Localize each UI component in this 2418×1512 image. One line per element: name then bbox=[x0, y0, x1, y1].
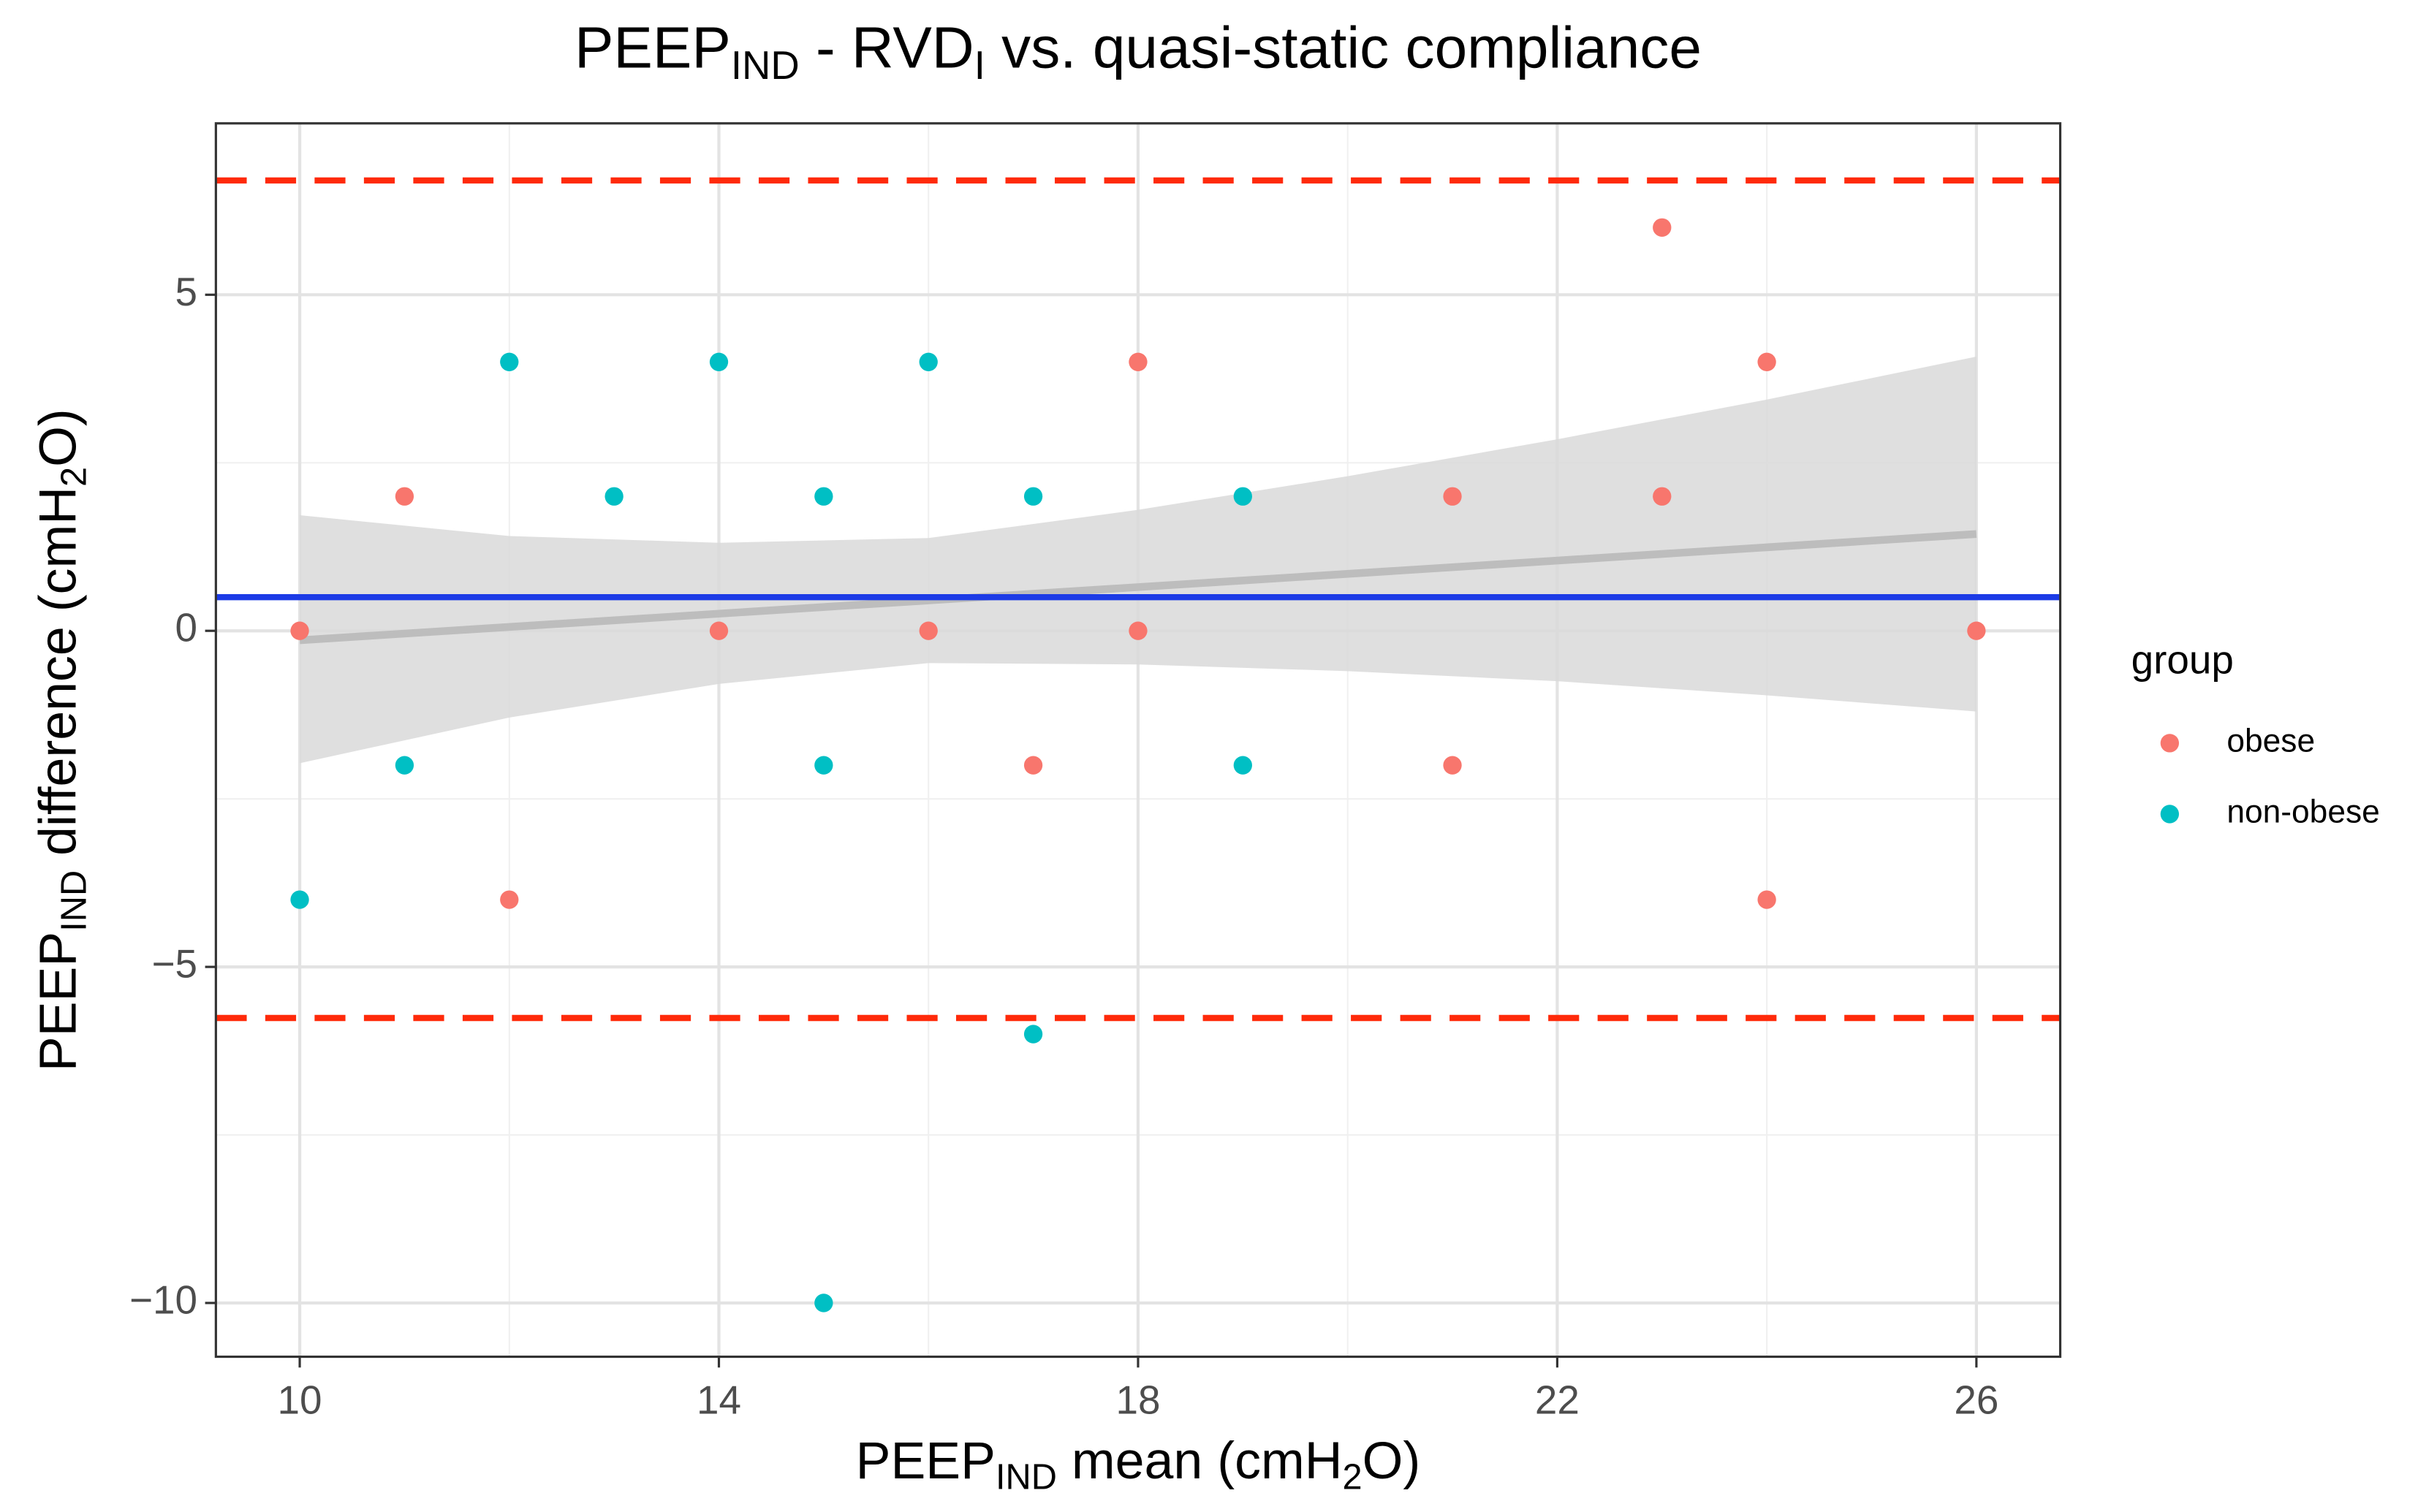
point bbox=[919, 352, 938, 371]
point bbox=[395, 487, 414, 506]
text-part: PEEP bbox=[575, 15, 731, 80]
confidence-band bbox=[300, 356, 1977, 764]
x-tick-label: 26 bbox=[1954, 1377, 1998, 1422]
subscript: IND bbox=[996, 1457, 1057, 1497]
point bbox=[814, 487, 833, 506]
point bbox=[1653, 487, 1672, 506]
legend-label: non-obese bbox=[2226, 794, 2379, 830]
point bbox=[1757, 890, 1776, 909]
fit-line bbox=[299, 530, 1977, 645]
point bbox=[814, 1293, 833, 1312]
point bbox=[1023, 1025, 1043, 1044]
y-axis-label: PEEPIND difference (cmH2O) bbox=[29, 409, 94, 1071]
text-part: vs. quasi-static compliance bbox=[985, 15, 1702, 80]
text-part: PEEP bbox=[29, 932, 87, 1071]
x-tick-label: 10 bbox=[278, 1377, 322, 1422]
point bbox=[1443, 756, 1462, 775]
point bbox=[1129, 352, 1148, 371]
point bbox=[1023, 487, 1043, 506]
point bbox=[1233, 487, 1252, 506]
point bbox=[709, 621, 729, 640]
point bbox=[1757, 352, 1776, 371]
y-tick-label: −10 bbox=[129, 1277, 197, 1322]
chart-title: PEEPIND - RVDI vs. quasi-static complian… bbox=[575, 15, 1702, 88]
subscript: I bbox=[974, 44, 985, 88]
text-part: O) bbox=[1363, 1432, 1421, 1490]
point bbox=[1967, 621, 1986, 640]
x-tick-label: 18 bbox=[1115, 1377, 1160, 1422]
text-part: O) bbox=[29, 409, 87, 467]
text-part: difference (cmH bbox=[29, 487, 87, 870]
legend-label: obese bbox=[2226, 723, 2315, 759]
point bbox=[814, 756, 833, 775]
legend-swatch bbox=[2160, 805, 2179, 824]
y-tick-label: −5 bbox=[152, 941, 198, 987]
point bbox=[395, 756, 414, 775]
x-tick-label: 14 bbox=[697, 1377, 741, 1422]
point bbox=[1443, 487, 1462, 506]
legend-title: group bbox=[2131, 637, 2234, 683]
point bbox=[1023, 756, 1043, 775]
subscript: IND bbox=[731, 44, 800, 88]
point bbox=[290, 890, 309, 909]
subscript: 2 bbox=[54, 467, 94, 487]
subscript: 2 bbox=[1342, 1457, 1362, 1497]
x-axis-label: PEEPIND mean (cmH2O) bbox=[856, 1432, 1421, 1497]
point bbox=[1653, 218, 1672, 238]
point bbox=[1129, 621, 1148, 640]
legend-swatch bbox=[2160, 734, 2179, 753]
point bbox=[919, 621, 938, 640]
point bbox=[500, 890, 519, 909]
subscript: IND bbox=[54, 870, 94, 932]
text-part: PEEP bbox=[856, 1432, 996, 1490]
point bbox=[1233, 756, 1252, 775]
point bbox=[604, 487, 624, 506]
y-tick-label: 0 bbox=[175, 605, 198, 650]
text-part: mean (cmH bbox=[1057, 1432, 1343, 1490]
point bbox=[500, 352, 519, 371]
point bbox=[290, 621, 309, 640]
y-tick-label: 5 bbox=[175, 269, 198, 314]
text-part: - RVD bbox=[800, 15, 974, 80]
x-tick-label: 22 bbox=[1535, 1377, 1580, 1422]
point bbox=[709, 352, 729, 371]
